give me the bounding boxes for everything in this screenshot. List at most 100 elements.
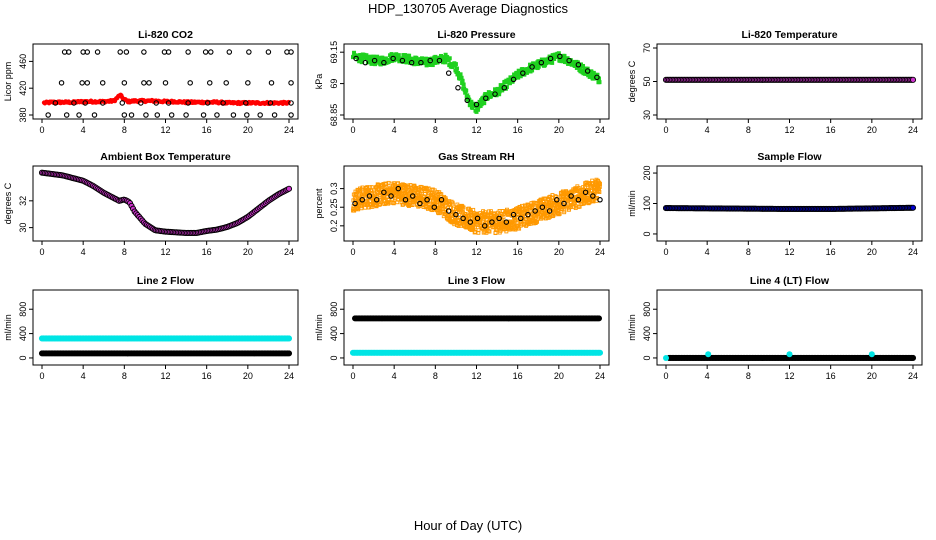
data-point <box>245 80 251 86</box>
data-point <box>663 354 669 361</box>
data-point <box>243 100 249 106</box>
data-point <box>574 65 579 70</box>
data-point <box>153 100 159 106</box>
x-tick-label: 0 <box>350 247 355 257</box>
series-rh-scatter <box>351 177 602 236</box>
panel-1: Li-820 Pressure kPa 0 4 8 12 16 20 24 68.85 69 69.1… <box>314 29 610 135</box>
data-point <box>154 112 161 118</box>
data-point <box>358 52 363 57</box>
data-point <box>459 75 464 80</box>
data-point <box>547 55 554 62</box>
series-sample-flow <box>662 204 917 213</box>
data-point <box>453 62 458 67</box>
data-point <box>52 100 59 106</box>
x-tick-label: 16 <box>513 371 523 381</box>
data-point <box>373 62 378 67</box>
data-point <box>534 220 538 225</box>
data-point <box>271 112 278 118</box>
y-tick-label: 200 <box>642 166 652 181</box>
data-point <box>705 351 712 358</box>
data-point <box>464 97 470 104</box>
data-point <box>117 49 123 55</box>
data-point <box>592 76 597 81</box>
data-point <box>568 193 574 199</box>
data-point <box>285 185 293 192</box>
data-point <box>450 202 455 207</box>
series-li820-temp <box>662 76 917 83</box>
data-point <box>445 70 452 76</box>
data-point <box>562 53 567 58</box>
y-axis-label: ml/min <box>627 190 637 217</box>
data-point <box>204 100 211 106</box>
data-point <box>168 112 175 118</box>
y-tick-label: 420 <box>18 81 28 96</box>
data-point <box>265 49 272 55</box>
y-tick-label: 30 <box>18 223 28 233</box>
data-point <box>436 210 440 215</box>
data-point <box>391 201 396 206</box>
data-point <box>467 219 474 225</box>
data-point <box>370 56 375 61</box>
y-tick-label: 0.2 <box>329 220 339 233</box>
data-point <box>395 185 402 192</box>
data-point <box>395 55 400 60</box>
data-point <box>352 50 357 55</box>
data-point <box>470 105 475 110</box>
x-tick-label: 0 <box>39 125 44 135</box>
data-point <box>223 80 229 86</box>
y-axis-label: ml/min <box>3 314 13 341</box>
data-point <box>513 75 518 80</box>
series-line3-setpoint <box>349 349 604 356</box>
x-tick-label: 4 <box>81 371 86 381</box>
data-point <box>94 49 101 55</box>
data-point <box>456 72 461 77</box>
x-tick-label: 20 <box>243 371 253 381</box>
data-point <box>382 61 387 66</box>
data-point <box>532 208 538 214</box>
data-point <box>460 215 466 222</box>
x-tick-label: 24 <box>284 125 294 135</box>
data-point <box>288 49 294 55</box>
data-point <box>538 59 545 66</box>
data-point <box>489 219 495 225</box>
x-tick-label: 20 <box>554 125 564 135</box>
data-point <box>82 100 88 106</box>
panel-5: Sample Flow ml/min 0 4 8 12 16 20 24 0 100 200 <box>627 151 923 257</box>
y-axis-label: Licor ppm <box>3 62 13 102</box>
data-point <box>352 200 358 207</box>
data-point <box>466 95 471 100</box>
data-point <box>575 197 582 203</box>
panel-0: Li-820 CO2 Licor ppm 0 4 8 12 16 20 24 380 420 460 <box>3 29 299 135</box>
data-point <box>79 80 85 86</box>
x-tick-label: 16 <box>513 125 523 135</box>
x-axis-title: Hour of Day (UTC) <box>413 518 523 533</box>
data-point <box>378 62 383 67</box>
y-tick-label: 0.25 <box>329 198 339 216</box>
y-tick-label: 380 <box>18 107 28 122</box>
data-point <box>503 219 510 225</box>
data-point <box>492 91 498 97</box>
data-point <box>566 57 572 64</box>
data-point <box>590 193 596 199</box>
data-point <box>516 68 521 73</box>
data-point <box>399 57 406 64</box>
data-point <box>371 54 376 59</box>
data-point <box>454 66 459 71</box>
data-point <box>460 78 465 83</box>
plot-area <box>663 351 917 362</box>
data-point <box>285 350 293 357</box>
x-tick-label: 0 <box>663 247 668 257</box>
x-tick-label: 20 <box>243 247 253 257</box>
panel-title: Sample Flow <box>757 151 822 163</box>
data-point <box>388 193 394 199</box>
data-point <box>404 188 409 193</box>
x-tick-label: 20 <box>867 247 877 257</box>
data-point <box>445 208 452 214</box>
plot-area <box>38 169 293 237</box>
data-point <box>368 54 373 59</box>
y-axis-label: percent <box>314 188 324 219</box>
data-point <box>403 54 408 59</box>
data-point <box>597 190 602 194</box>
data-point <box>424 197 430 203</box>
data-point <box>513 217 518 222</box>
